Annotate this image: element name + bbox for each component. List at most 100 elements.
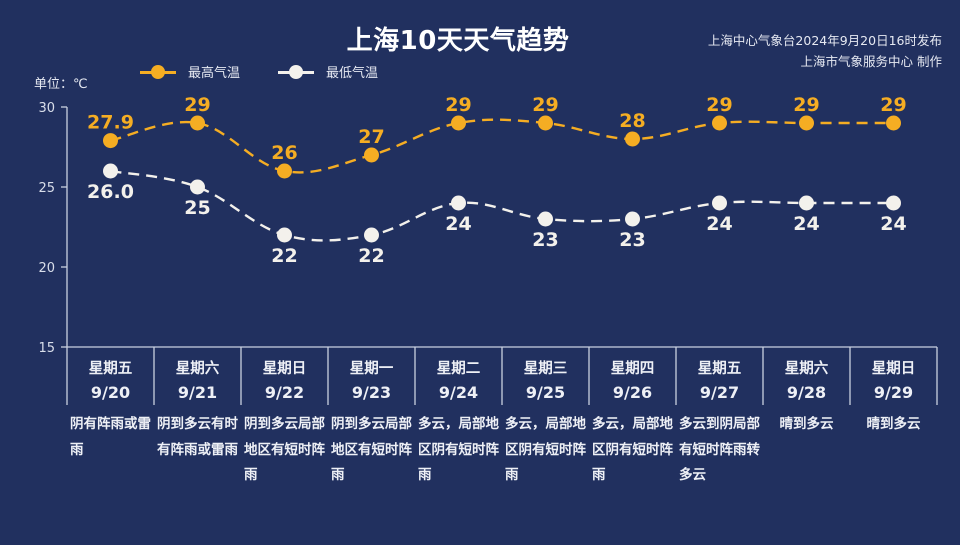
data-label: 23 xyxy=(532,229,558,251)
weekday-label: 星期日 xyxy=(872,359,916,377)
data-point[interactable] xyxy=(190,115,205,131)
data-label: 24 xyxy=(445,213,471,235)
data-point[interactable] xyxy=(712,195,727,211)
unit-label: 单位：℃ xyxy=(34,77,88,92)
data-point[interactable] xyxy=(103,133,118,149)
data-label: 27 xyxy=(358,126,384,148)
data-point[interactable] xyxy=(538,115,553,131)
category-cell: 星期五 9/20 xyxy=(89,359,133,402)
data-point[interactable] xyxy=(625,211,640,227)
legend-label-high: 最高气温 xyxy=(188,66,241,81)
data-point[interactable] xyxy=(364,147,379,163)
weather-description: 阴到多云有时有阵雨或雷雨 xyxy=(157,416,238,458)
date-label: 9/26 xyxy=(613,383,652,402)
data-point[interactable] xyxy=(451,195,466,211)
category-cell: 星期一 9/23 xyxy=(350,359,394,402)
weekday-label: 星期五 xyxy=(89,359,133,377)
category-axis: 星期五 9/20 星期六 9/21 星期日 9/22 星期一 9/23 星期二 9/24 星期三 9/… xyxy=(89,347,938,405)
data-label: 29 xyxy=(706,94,732,116)
weather-description: 多云，局部地区阴有短时阵雨 xyxy=(592,416,673,483)
data-label: 24 xyxy=(706,213,732,235)
legend-item-low[interactable]: 最低气温 xyxy=(278,62,378,81)
date-label: 9/22 xyxy=(265,383,304,402)
weekday-label: 星期日 xyxy=(263,359,307,377)
data-point[interactable] xyxy=(799,195,814,211)
date-label: 9/25 xyxy=(526,383,565,402)
weather-description: 阴到多云局部地区有短时阵雨 xyxy=(244,416,325,483)
data-label: 22 xyxy=(271,245,297,267)
date-label: 9/21 xyxy=(178,383,217,402)
data-label: 29 xyxy=(445,94,471,116)
weather-description: 多云到阴局部有短时阵雨转多云 xyxy=(679,416,760,483)
data-label: 29 xyxy=(184,94,210,116)
data-point[interactable] xyxy=(190,179,205,195)
weekday-label: 星期五 xyxy=(698,359,742,377)
weekday-label: 星期六 xyxy=(176,359,220,377)
category-cell: 星期六 9/28 xyxy=(785,359,829,402)
category-cell: 星期日 9/22 xyxy=(263,359,307,402)
weekday-label: 星期一 xyxy=(350,359,394,377)
data-label: 22 xyxy=(358,245,384,267)
data-point[interactable] xyxy=(799,115,814,131)
category-cell: 星期二 9/24 xyxy=(437,359,481,402)
weather-description: 多云，局部地区阴有短时阵雨 xyxy=(418,416,499,483)
category-cell: 星期五 9/27 xyxy=(698,359,742,402)
category-cell: 星期六 9/21 xyxy=(176,359,220,402)
chart-title: 上海10天天气趋势 xyxy=(346,26,570,56)
y-tick-label: 30 xyxy=(38,101,55,116)
date-label: 9/23 xyxy=(352,383,391,402)
weather-description: 晴到多云 xyxy=(866,416,921,432)
legend-item-high[interactable]: 最高气温 xyxy=(140,62,240,81)
producer-info: 上海市气象服务中心 制作 xyxy=(800,54,942,69)
weather-description: 阴到多云局部地区有短时阵雨 xyxy=(331,416,412,483)
data-label: 23 xyxy=(619,229,645,251)
date-label: 9/24 xyxy=(439,383,478,402)
data-label: 24 xyxy=(793,213,819,235)
data-label: 24 xyxy=(880,213,906,235)
data-point[interactable] xyxy=(886,195,901,211)
data-label: 26.0 xyxy=(87,181,134,203)
data-label: 29 xyxy=(880,94,906,116)
date-label: 9/27 xyxy=(700,383,739,402)
category-cell: 星期日 9/29 xyxy=(872,359,916,402)
data-point[interactable] xyxy=(277,163,292,179)
category-cell: 星期四 9/26 xyxy=(611,359,655,402)
weekday-label: 星期六 xyxy=(785,359,829,377)
data-label: 29 xyxy=(793,94,819,116)
data-point[interactable] xyxy=(538,211,553,227)
series-low-temp: 26.0 25 22 22 24 23 23 24 24 24 xyxy=(87,163,907,267)
data-label: 25 xyxy=(184,197,210,219)
weather-description: 晴到多云 xyxy=(779,416,834,432)
data-point[interactable] xyxy=(712,115,727,131)
data-point[interactable] xyxy=(886,115,901,131)
orange-dot-line-icon xyxy=(140,64,176,79)
date-label: 9/29 xyxy=(874,383,913,402)
axes: 15 20 25 30 xyxy=(38,101,937,405)
legend: 最高气温 最低气温 xyxy=(140,62,378,81)
weekday-label: 星期三 xyxy=(524,359,568,377)
data-point[interactable] xyxy=(103,163,118,179)
y-tick-label: 20 xyxy=(38,261,55,276)
legend-label-low: 最低气温 xyxy=(326,66,379,81)
data-label: 27.9 xyxy=(87,112,134,134)
date-label: 9/20 xyxy=(91,383,130,402)
y-tick-label: 25 xyxy=(38,181,55,196)
data-label: 26 xyxy=(271,142,297,164)
white-dot-line-icon xyxy=(278,64,315,79)
data-label: 29 xyxy=(532,94,558,116)
data-point[interactable] xyxy=(277,227,292,243)
y-tick-label: 15 xyxy=(38,341,55,356)
data-point[interactable] xyxy=(364,227,379,243)
category-cell: 星期三 9/25 xyxy=(524,359,568,402)
data-point[interactable] xyxy=(451,115,466,131)
data-label: 28 xyxy=(619,110,645,132)
weather-description: 阴有阵雨或雷雨 xyxy=(70,416,151,458)
series-high-temp: 27.9 29 26 27 29 29 28 29 29 29 xyxy=(87,94,907,179)
weather-description: 多云，局部地区阴有短时阵雨 xyxy=(505,416,586,483)
weekday-label: 星期二 xyxy=(437,359,481,377)
weekday-label: 星期四 xyxy=(611,359,655,377)
source-info: 上海中心气象台2024年9月20日16时发布 上海市气象服务中心 制作 xyxy=(708,30,942,72)
data-point[interactable] xyxy=(625,131,640,147)
publish-info: 上海中心气象台2024年9月20日16时发布 xyxy=(707,33,942,48)
